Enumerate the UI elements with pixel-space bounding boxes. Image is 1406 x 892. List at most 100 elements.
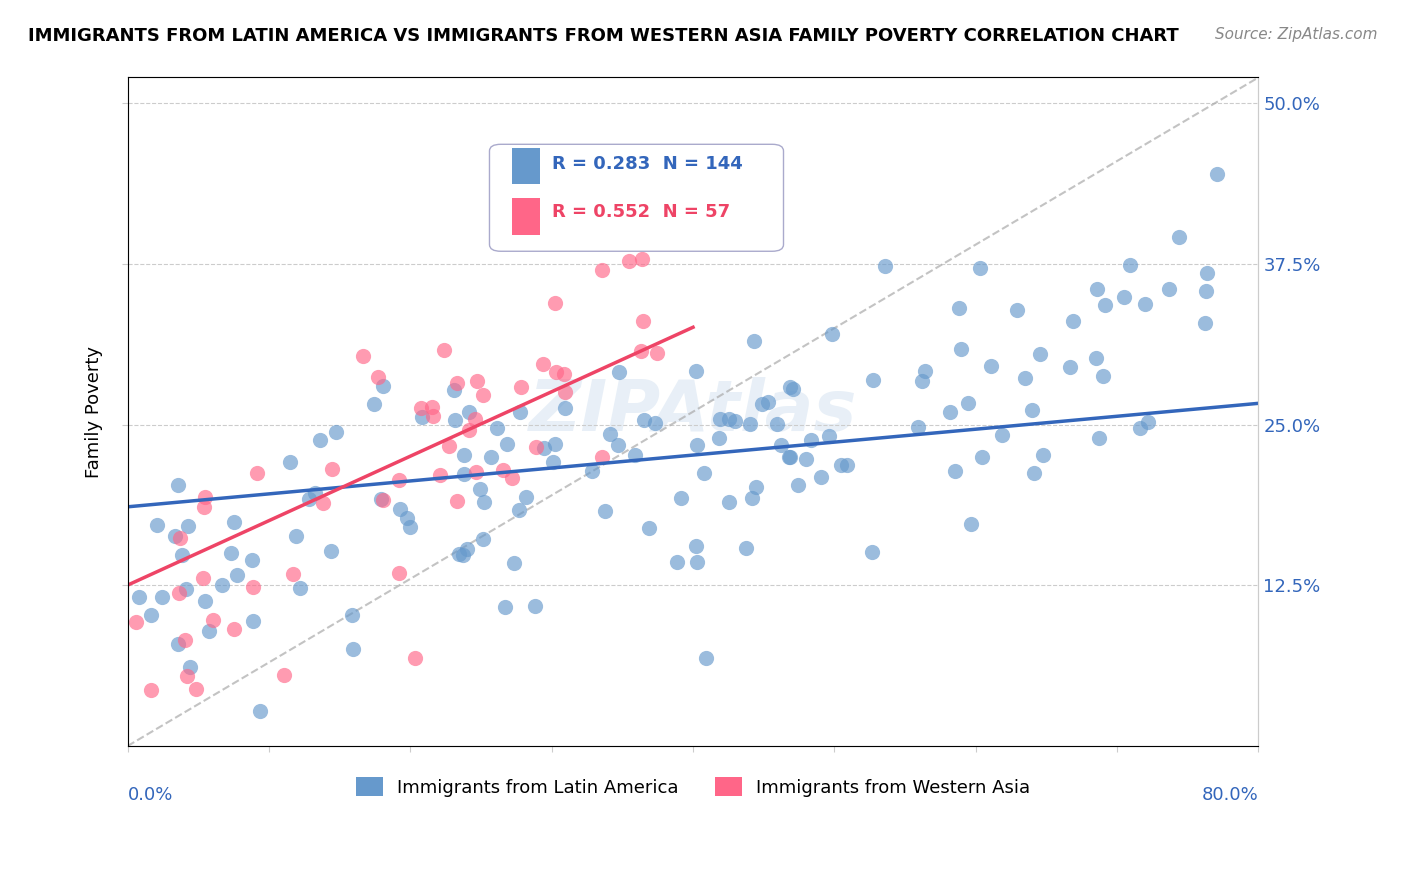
Text: 0.0%: 0.0% [128, 786, 173, 804]
Point [146, 517, 169, 532]
Point [422, 409, 444, 423]
Point [495, 437, 517, 451]
Point [446, 494, 468, 508]
Point [388, 473, 411, 487]
Point [1087, 431, 1109, 445]
Point [273, 667, 295, 681]
Point [1168, 230, 1191, 244]
Point [1059, 360, 1081, 375]
Point [554, 384, 576, 399]
Point [304, 486, 326, 500]
Point [456, 542, 478, 557]
Point [631, 252, 654, 266]
Point [1205, 167, 1227, 181]
FancyBboxPatch shape [489, 145, 783, 252]
Point [875, 259, 897, 273]
Point [125, 615, 148, 630]
Point [128, 590, 150, 604]
Point [465, 374, 488, 388]
Point [862, 545, 884, 559]
Point [141, 682, 163, 697]
Point [1195, 266, 1218, 280]
Point [627, 227, 650, 242]
Point [956, 396, 979, 410]
Point [593, 504, 616, 518]
Point [591, 450, 613, 464]
Point [363, 397, 385, 411]
Point [800, 433, 823, 447]
Point [738, 417, 761, 431]
Point [224, 622, 246, 636]
Point [686, 438, 709, 452]
Point [509, 380, 531, 394]
Point [388, 566, 411, 580]
Point [226, 567, 249, 582]
Text: R = 0.283  N = 144: R = 0.283 N = 144 [551, 155, 742, 173]
Text: Source: ZipAtlas.com: Source: ZipAtlas.com [1215, 27, 1378, 42]
Point [471, 388, 494, 402]
Point [479, 450, 502, 465]
Point [707, 431, 730, 445]
Point [342, 641, 364, 656]
Point [914, 364, 936, 378]
Point [1137, 415, 1160, 429]
Point [472, 532, 495, 546]
Point [1014, 371, 1036, 385]
Point [734, 541, 756, 555]
Point [669, 491, 692, 506]
Point [553, 368, 575, 382]
Point [167, 477, 190, 491]
Point [1084, 351, 1107, 366]
Point [623, 448, 645, 462]
Point [444, 413, 467, 427]
Point [177, 519, 200, 533]
Point [285, 528, 308, 542]
Point [152, 591, 174, 605]
Point [211, 578, 233, 592]
Point [464, 412, 486, 426]
Point [770, 438, 793, 452]
Point [503, 557, 526, 571]
Point [193, 571, 215, 585]
Point [1031, 449, 1053, 463]
Point [779, 450, 801, 464]
Point [1024, 466, 1046, 480]
Point [321, 462, 343, 476]
Point [599, 427, 621, 442]
Point [194, 594, 217, 608]
Point [447, 547, 470, 561]
Point [1085, 282, 1108, 296]
Point [165, 529, 187, 543]
Point [619, 253, 641, 268]
Point [544, 296, 567, 310]
Point [744, 480, 766, 494]
Point [246, 466, 269, 480]
Point [290, 581, 312, 595]
Point [943, 464, 966, 478]
Point [404, 651, 426, 665]
Point [821, 326, 844, 341]
Point [240, 553, 263, 567]
Point [939, 405, 962, 419]
Point [631, 314, 654, 328]
Point [695, 651, 717, 665]
Point [523, 233, 546, 247]
Point [508, 503, 530, 517]
Point [367, 370, 389, 384]
Point [531, 224, 554, 238]
Point [950, 343, 973, 357]
FancyBboxPatch shape [512, 198, 540, 235]
Point [281, 567, 304, 582]
Point [862, 373, 884, 387]
Point [222, 515, 245, 529]
Point [907, 419, 929, 434]
Point [693, 467, 716, 481]
Point [645, 346, 668, 360]
Text: R = 0.552  N = 57: R = 0.552 N = 57 [551, 203, 730, 221]
Point [911, 374, 934, 388]
Point [501, 471, 523, 485]
Point [174, 582, 197, 596]
Point [352, 349, 374, 363]
Point [166, 637, 188, 651]
Point [630, 344, 652, 359]
